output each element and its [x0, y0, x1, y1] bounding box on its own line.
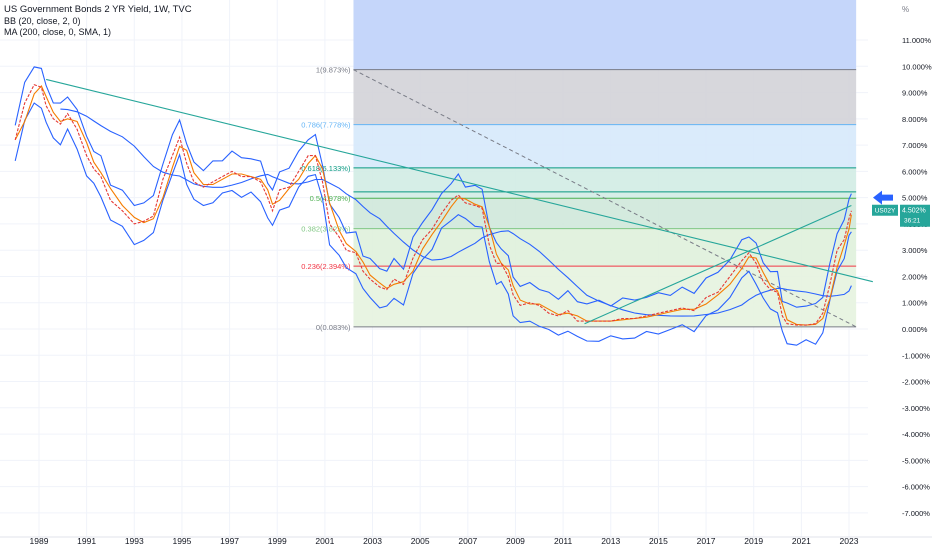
x-tick-label: 2003 — [363, 536, 382, 546]
x-tick-label: 2001 — [315, 536, 334, 546]
fib-zone — [353, 266, 857, 327]
fib-zone — [353, 124, 857, 168]
y-tick-label: 2.000% — [902, 272, 928, 281]
fib-level-label: 0(0.083%) — [316, 323, 351, 332]
y-tick-label: 0.000% — [902, 325, 928, 334]
bollinger-lower-band — [14, 102, 852, 346]
bar-countdown: 36:21 — [904, 218, 921, 225]
x-tick-label: 2017 — [697, 536, 716, 546]
x-tick-label: 2007 — [458, 536, 477, 546]
x-tick-label: 2011 — [554, 536, 573, 546]
price-axis[interactable]: 11.000% 10.000% 9.000% 8.000% 7.000% 6.000% 5.… — [902, 36, 932, 518]
fib-trend-dashed-line — [353, 69, 857, 328]
y-tick-label: -2.000% — [902, 378, 930, 387]
price-axis-unit: % — [902, 5, 910, 14]
y-tick-label: -4.000% — [902, 430, 930, 439]
x-tick-label: 2009 — [506, 536, 525, 546]
y-tick-label: 3.000% — [902, 246, 928, 255]
bollinger-upper-band — [14, 66, 852, 308]
x-tick-label: 1997 — [220, 536, 239, 546]
fib-zone — [353, 198, 857, 229]
last-price-value: 4.502% — [902, 208, 926, 215]
last-price-tag — [900, 204, 930, 227]
time-axis[interactable]: 1989 1991 1993 1995 1997 1999 2001 2003 2005 2007… — [0, 536, 932, 546]
y-tick-label: -6.000% — [902, 483, 930, 492]
y-tick-label: 9.000% — [902, 89, 928, 98]
x-tick-label: 1989 — [30, 536, 49, 546]
fib-zone — [353, 167, 857, 199]
fib-level-label: 0.786(7.778%) — [301, 121, 351, 130]
fibonacci-retracement[interactable]: 1(9.873%) 0.786(7.778%) 0.618(6.133%) 0.5(4… — [301, 0, 857, 332]
fib-level-label: 1(9.873%) — [316, 66, 351, 75]
y-tick-label: 8.000% — [902, 115, 928, 124]
price-line — [14, 84, 852, 326]
x-tick-label: 1995 — [172, 536, 191, 546]
y-tick-label: -3.000% — [902, 404, 930, 413]
y-tick-label: 6.000% — [902, 167, 928, 176]
fib-zone — [353, 69, 857, 125]
descending-trendline — [46, 78, 873, 283]
symbol-tag-text: US02Y — [875, 208, 896, 215]
fib-level-label: 0.382(3.823%) — [301, 225, 351, 234]
x-tick-label: 1993 — [125, 536, 144, 546]
y-tick-label: 11.000% — [902, 36, 931, 45]
x-tick-label: 2021 — [792, 536, 811, 546]
y-tick-label: 7.000% — [902, 141, 928, 150]
x-tick-label: 2015 — [649, 536, 668, 546]
trendlines[interactable] — [46, 78, 873, 325]
chart-legend: US Government Bonds 2 YR Yield, 1W, TVC … — [4, 4, 192, 39]
x-tick-label: 2019 — [744, 536, 763, 546]
x-tick-label: 1991 — [77, 536, 96, 546]
symbol-tag — [872, 204, 898, 216]
legend-bollinger-bands[interactable]: BB (20, close, 2, 0) — [4, 15, 81, 26]
price-lines — [14, 66, 852, 346]
x-tick-label: 1999 — [268, 536, 287, 546]
grid — [0, 0, 868, 537]
fib-level-label: 0.5(4.978%) — [310, 194, 351, 203]
y-tick-label: 5.000% — [902, 194, 928, 203]
fib-level-label: 0.236(2.394%) — [301, 262, 351, 271]
x-tick-label: 2013 — [601, 536, 620, 546]
fib-level-label: 0.618(6.133%) — [301, 164, 351, 173]
arrow-left-icon — [873, 190, 893, 205]
y-tick-label: 1.000% — [902, 299, 928, 308]
legend-moving-average[interactable]: MA (200, close, 0, SMA, 1) — [4, 27, 112, 37]
y-tick-label: 10.000% — [902, 62, 932, 71]
y-tick-label: -1.000% — [902, 351, 930, 360]
moving-average-200 — [60, 108, 852, 317]
bollinger-basis — [14, 85, 852, 326]
x-tick-label: 2023 — [840, 536, 859, 546]
fib-zone — [353, 228, 857, 267]
fib-zone-top — [353, 0, 857, 70]
y-tick-label: -5.000% — [902, 456, 930, 465]
ascending-trendline — [584, 205, 852, 325]
price-tag-group: US02Y 4.502% 36:21 — [872, 190, 930, 227]
y-tick-label: -7.000% — [902, 509, 930, 518]
x-tick-label: 2005 — [411, 536, 430, 546]
legend-title[interactable]: US Government Bonds 2 YR Yield, 1W, TVC — [4, 4, 192, 15]
